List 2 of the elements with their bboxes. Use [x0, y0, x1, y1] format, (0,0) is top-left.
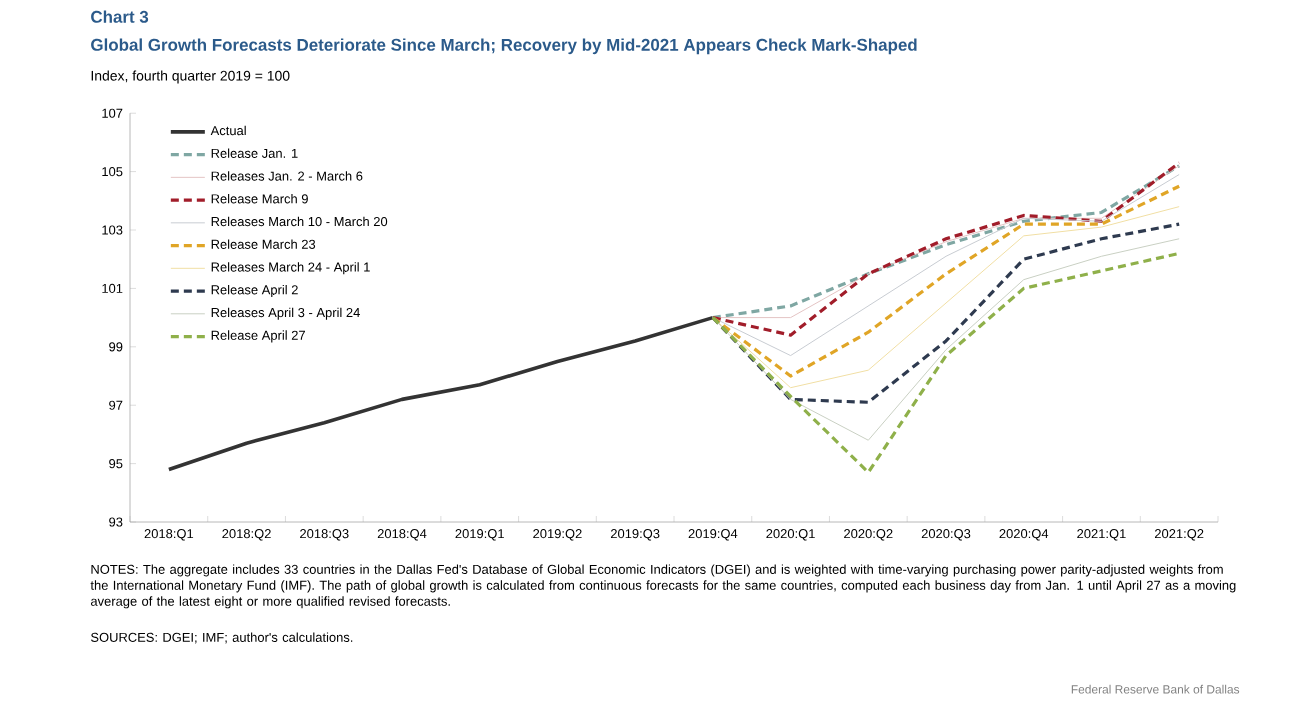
- chart-title: Chart 3: [91, 10, 149, 23]
- chart-subtitle: Global Growth Forecasts Deteriorate Since March; Recovery by Mid-2021 Appears Check Mark-Shaped: [91, 38, 917, 55]
